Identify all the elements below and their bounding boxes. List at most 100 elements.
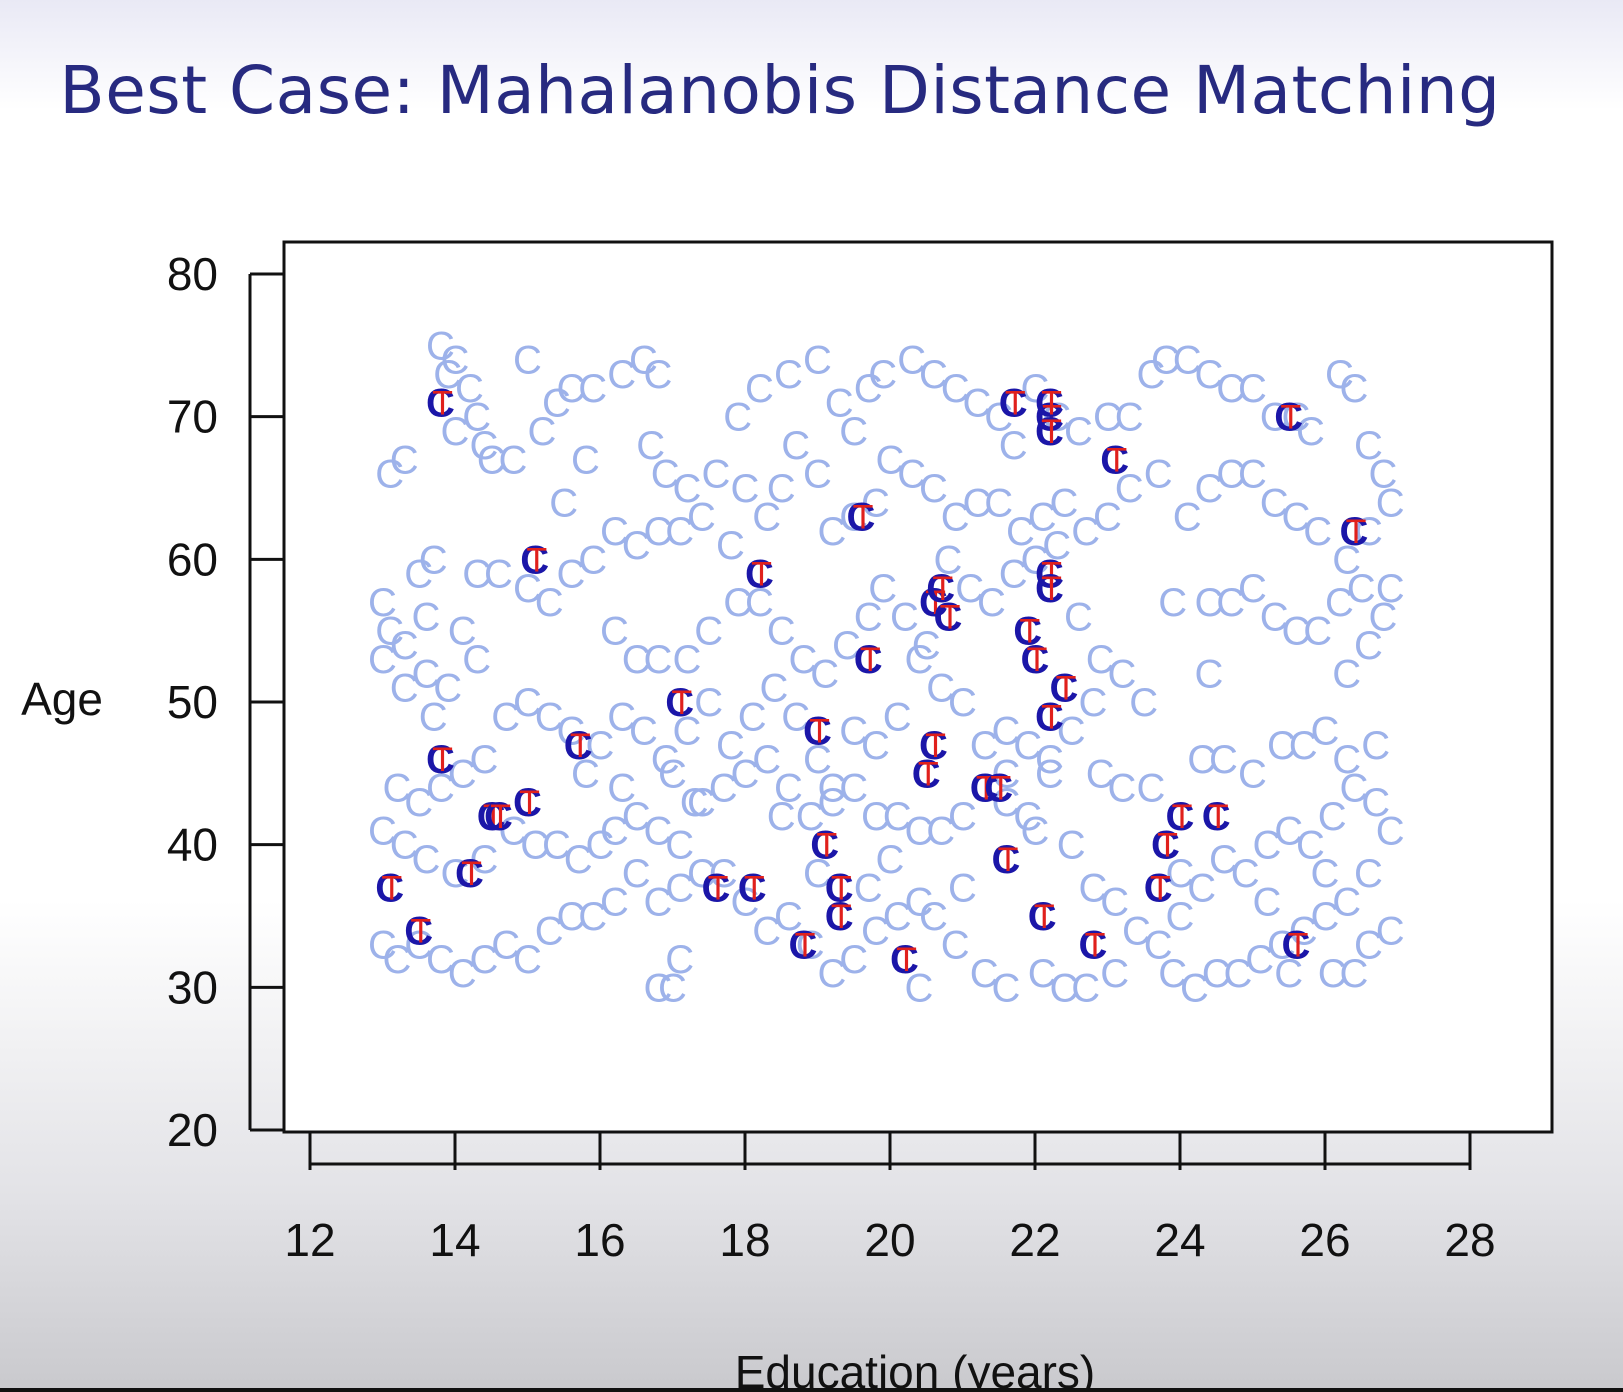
matched-control-marker: C: [1035, 381, 1064, 425]
control-point: C: [1195, 467, 1224, 511]
matched-control-marker: C: [404, 909, 433, 953]
control-point: C: [426, 324, 455, 368]
control-point: C: [702, 453, 731, 497]
control-point: C: [520, 824, 549, 868]
control-point: C: [1013, 724, 1042, 768]
treated-marker: T: [410, 912, 431, 950]
control-point: C: [491, 695, 520, 739]
control-point: C: [1216, 367, 1245, 411]
control-point: C: [600, 809, 629, 853]
control-point: C: [629, 710, 658, 754]
treated-marker: T: [896, 941, 917, 979]
control-point: C: [433, 667, 462, 711]
control-point: C: [803, 738, 832, 782]
control-point: C: [1021, 538, 1050, 582]
matched-control-marker: C: [992, 838, 1021, 882]
control-point: C: [977, 581, 1006, 625]
control-point: C: [1253, 881, 1282, 925]
control-point: C: [665, 938, 694, 982]
matched-control-marker: C: [1035, 396, 1064, 440]
control-point: C: [1289, 724, 1318, 768]
control-point: C: [368, 581, 397, 625]
control-point: C: [709, 852, 738, 896]
x-tick-label: 18: [719, 1214, 770, 1266]
treated-point: CT: [999, 381, 1028, 425]
control-point: C: [818, 767, 847, 811]
control-point: C: [832, 624, 861, 668]
treated-marker: T: [853, 499, 874, 537]
control-point: C: [557, 710, 586, 754]
control-point: C: [839, 410, 868, 454]
control-point: C: [513, 339, 542, 383]
control-point: C: [1318, 952, 1347, 996]
control-point: C: [470, 424, 499, 468]
treated-marker: T: [1056, 670, 1077, 708]
control-point: C: [1079, 866, 1108, 910]
control-point: C: [1064, 410, 1093, 454]
control-point: C: [992, 966, 1021, 1010]
control-point: C: [368, 924, 397, 968]
treated-marker: T: [1157, 827, 1178, 865]
treated-point: CT: [745, 553, 774, 597]
treated-point: CT: [1035, 410, 1064, 454]
control-point: C: [1057, 824, 1086, 868]
matched-control-marker: C: [1166, 795, 1195, 839]
control-point: C: [1071, 510, 1100, 554]
control-point: C: [774, 353, 803, 397]
control-point: C: [462, 553, 491, 597]
control-point: C: [970, 767, 999, 811]
control-point: C: [905, 966, 934, 1010]
control-point: C: [1361, 781, 1390, 825]
matched-control-marker: C: [984, 767, 1013, 811]
control-point: C: [375, 610, 404, 654]
control-point: C: [890, 595, 919, 639]
control-point: C: [390, 667, 419, 711]
control-point: C: [470, 738, 499, 782]
treated-marker: T: [1085, 927, 1106, 965]
treated-point: CT: [926, 567, 955, 611]
control-point: C: [644, 510, 673, 554]
treated-point: CT: [847, 496, 876, 540]
control-point: C: [1180, 966, 1209, 1010]
control-point: C: [1238, 567, 1267, 611]
matched-control-marker: C: [1151, 824, 1180, 868]
x-tick-label: 22: [1009, 1214, 1060, 1266]
control-point: C: [868, 353, 897, 397]
control-point: C: [767, 610, 796, 654]
control-point: C: [673, 467, 702, 511]
control-point: C: [1209, 738, 1238, 782]
control-point: C: [1042, 524, 1071, 568]
control-point: C: [999, 553, 1028, 597]
control-point: C: [687, 496, 716, 540]
control-point: C: [1245, 938, 1274, 982]
treated-point: CT: [825, 895, 854, 939]
control-point: C: [578, 538, 607, 582]
control-point: C: [897, 339, 926, 383]
treated-marker: T: [519, 784, 540, 822]
matched-control-marker: C: [919, 724, 948, 768]
matched-control-marker: C: [426, 381, 455, 425]
control-point: C: [687, 852, 716, 896]
control-point: C: [1224, 952, 1253, 996]
control-point: C: [774, 767, 803, 811]
treated-point: CT: [1013, 610, 1042, 654]
plot-frame: [282, 240, 1554, 1134]
matched-control-marker: C: [1050, 667, 1079, 711]
control-point: C: [926, 667, 955, 711]
treated-marker: T: [483, 798, 504, 836]
control-point: C: [854, 595, 883, 639]
control-point: C: [948, 681, 977, 725]
x-tick-label: 24: [1154, 1214, 1205, 1266]
control-point: C: [680, 781, 709, 825]
control-point: C: [513, 681, 542, 725]
matched-control-marker: C: [1144, 866, 1173, 910]
matched-control-marker: C: [513, 781, 542, 825]
treated-point: CT: [992, 838, 1021, 882]
control-point: C: [1303, 610, 1332, 654]
control-point: C: [1311, 895, 1340, 939]
control-point: C: [1151, 339, 1180, 383]
control-point: C: [818, 781, 847, 825]
control-point: C: [1195, 581, 1224, 625]
control-point: C: [1216, 581, 1245, 625]
